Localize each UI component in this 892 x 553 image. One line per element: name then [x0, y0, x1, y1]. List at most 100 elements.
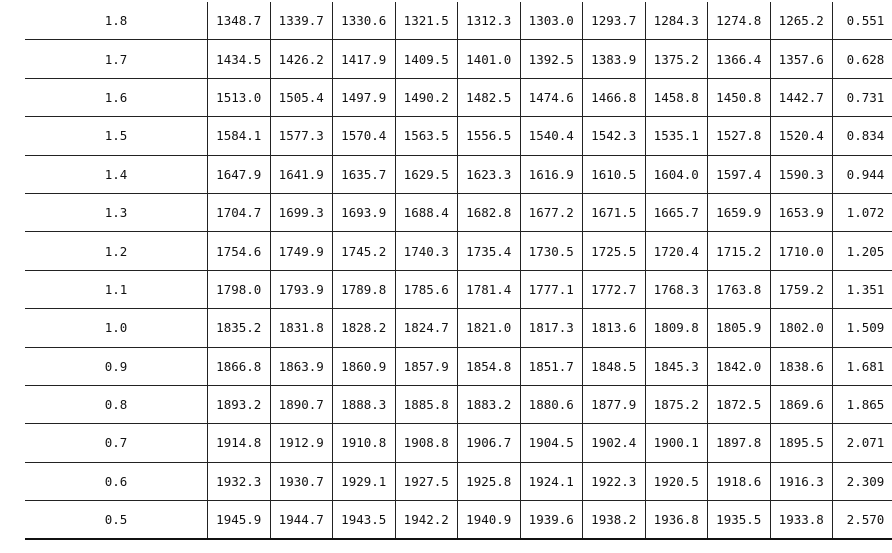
value-cell: 1720.4	[644, 231, 708, 271]
value-cell: 1888.3	[332, 385, 395, 425]
ratio-cell: 2.309	[832, 462, 892, 502]
table-row: 1.5 1584.1 1577.3 1570.4 1563.5 1556.5 1540.4 1…	[25, 116, 892, 156]
value-cell: 1434.5	[207, 39, 270, 79]
row-label-cell: 0.5	[25, 500, 208, 541]
value-cell: 1893.2	[207, 385, 270, 425]
value-cell: 1863.9	[269, 347, 333, 386]
value-cell: 1798.0	[207, 270, 270, 310]
value-cell: 1725.5	[582, 231, 645, 271]
value-cell: 1785.6	[394, 270, 458, 310]
table-row: 1.0 1835.2 1831.8 1828.2 1824.7 1821.0 1817.3 1…	[25, 308, 892, 348]
value-cell: 1401.0	[457, 39, 520, 79]
table-row: 0.8 1893.2 1890.7 1888.3 1885.8 1883.2 1880.6 1…	[25, 385, 892, 425]
value-cell: 1857.9	[394, 347, 458, 386]
value-cell: 1629.5	[394, 155, 458, 194]
table-container: 1.8 1348.7 1339.7 1330.6 1321.5 1312.3 1303.0 1…	[25, 2, 892, 541]
value-cell: 1497.9	[332, 78, 395, 118]
value-cell: 1312.3	[457, 2, 520, 41]
value-cell: 1875.2	[644, 385, 708, 425]
value-cell: 1768.3	[644, 270, 708, 310]
value-cell: 1918.6	[707, 462, 770, 502]
row-label-cell: 0.9	[25, 347, 208, 386]
value-cell: 1942.2	[394, 500, 458, 541]
value-cell: 1927.5	[394, 462, 458, 502]
ratio-cell: 2.071	[832, 423, 892, 463]
table-body: 1.8 1348.7 1339.7 1330.6 1321.5 1312.3 1303.0 1…	[25, 2, 892, 541]
value-cell: 1809.8	[644, 308, 708, 348]
row-label-cell: 1.4	[25, 155, 208, 194]
value-cell: 1409.5	[394, 39, 458, 79]
value-cell: 1883.2	[457, 385, 520, 425]
value-cell: 1793.9	[269, 270, 333, 310]
value-cell: 1321.5	[394, 2, 458, 41]
value-cell: 1653.9	[769, 193, 833, 233]
row-label-cell: 1.0	[25, 308, 208, 348]
value-cell: 1842.0	[707, 347, 770, 386]
value-cell: 1542.3	[582, 116, 645, 156]
value-cell: 1366.4	[707, 39, 770, 79]
row-label-cell: 1.5	[25, 116, 208, 156]
value-cell: 1348.7	[207, 2, 270, 41]
value-cell: 1693.9	[332, 193, 395, 233]
value-cell: 1699.3	[269, 193, 333, 233]
value-cell: 1339.7	[269, 2, 333, 41]
value-cell: 1466.8	[582, 78, 645, 118]
value-cell: 1584.1	[207, 116, 270, 156]
value-cell: 1817.3	[519, 308, 583, 348]
value-cell: 1535.1	[644, 116, 708, 156]
ratio-cell: 2.570	[832, 500, 892, 541]
value-cell: 1869.6	[769, 385, 833, 425]
table-row: 1.4 1647.9 1641.9 1635.7 1629.5 1623.3 1616.9 1…	[25, 155, 892, 194]
value-cell: 1754.6	[207, 231, 270, 271]
ratio-cell: 0.628	[832, 39, 892, 79]
value-cell: 1442.7	[769, 78, 833, 118]
value-cell: 1924.1	[519, 462, 583, 502]
value-cell: 1715.2	[707, 231, 770, 271]
value-cell: 1910.8	[332, 423, 395, 463]
value-cell: 1938.2	[582, 500, 645, 541]
value-cell: 1490.2	[394, 78, 458, 118]
value-cell: 1417.9	[332, 39, 395, 79]
ratio-cell: 1.509	[832, 308, 892, 348]
value-cell: 1647.9	[207, 155, 270, 194]
value-cell: 1392.5	[519, 39, 583, 79]
value-cell: 1908.8	[394, 423, 458, 463]
value-cell: 1824.7	[394, 308, 458, 348]
value-cell: 1925.8	[457, 462, 520, 502]
ratio-cell: 0.834	[832, 116, 892, 156]
value-cell: 1597.4	[707, 155, 770, 194]
value-cell: 1805.9	[707, 308, 770, 348]
value-cell: 1929.1	[332, 462, 395, 502]
value-cell: 1590.3	[769, 155, 833, 194]
ratio-cell: 1.072	[832, 193, 892, 233]
value-cell: 1710.0	[769, 231, 833, 271]
value-cell: 1458.8	[644, 78, 708, 118]
value-cell: 1520.4	[769, 116, 833, 156]
value-cell: 1945.9	[207, 500, 270, 541]
table-row: 1.6 1513.0 1505.4 1497.9 1490.2 1482.5 1474.6 1…	[25, 78, 892, 118]
value-cell: 1357.6	[769, 39, 833, 79]
value-cell: 1851.7	[519, 347, 583, 386]
value-cell: 1885.8	[394, 385, 458, 425]
value-cell: 1932.3	[207, 462, 270, 502]
value-cell: 1570.4	[332, 116, 395, 156]
value-cell: 1821.0	[457, 308, 520, 348]
value-cell: 1527.8	[707, 116, 770, 156]
value-cell: 1513.0	[207, 78, 270, 118]
row-label-cell: 1.8	[25, 2, 208, 41]
value-cell: 1939.6	[519, 500, 583, 541]
value-cell: 1912.9	[269, 423, 333, 463]
value-cell: 1845.3	[644, 347, 708, 386]
value-cell: 1563.5	[394, 116, 458, 156]
table-row: 0.9 1866.8 1863.9 1860.9 1857.9 1854.8 1851.7 1…	[25, 347, 892, 386]
value-cell: 1930.7	[269, 462, 333, 502]
value-cell: 1933.8	[769, 500, 833, 541]
ratio-cell: 0.944	[832, 155, 892, 194]
row-label-cell: 0.6	[25, 462, 208, 502]
value-cell: 1735.4	[457, 231, 520, 271]
value-cell: 1831.8	[269, 308, 333, 348]
value-cell: 1936.8	[644, 500, 708, 541]
row-label-cell: 0.8	[25, 385, 208, 425]
value-cell: 1730.5	[519, 231, 583, 271]
value-cell: 1872.5	[707, 385, 770, 425]
